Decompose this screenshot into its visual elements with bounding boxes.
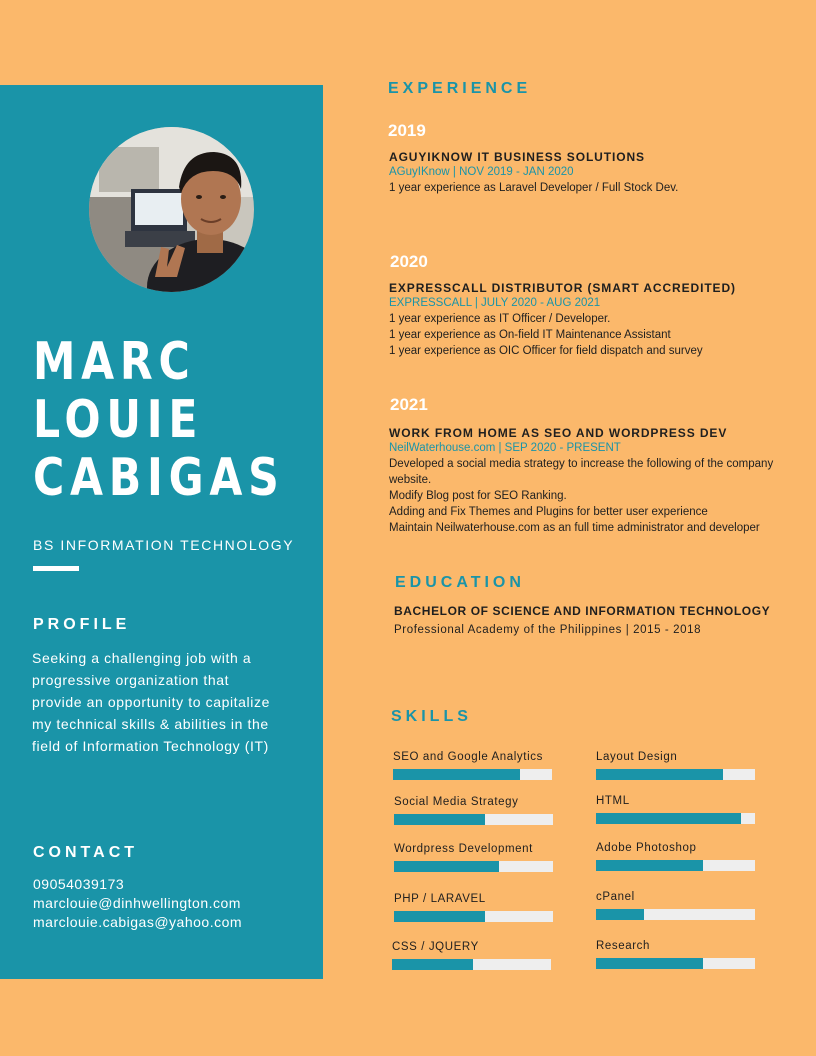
experience-year: 2021 — [390, 395, 428, 414]
skill-level — [596, 909, 644, 920]
skill-label: Research — [596, 940, 651, 952]
job-title: WORK FROM HOME AS SEO AND WORDPRESS DEV — [389, 426, 728, 440]
skill-level — [394, 911, 485, 922]
job-description: Modify Blog post for SEO Ranking. — [389, 490, 567, 502]
job-description: 1 year experience as On-field IT Mainten… — [389, 329, 671, 341]
job-title: EXPRESSCALL DISTRIBUTOR (SMART ACCREDITE… — [389, 281, 736, 295]
contact-email-work[interactable]: marclouie@dinhwellington.com — [33, 895, 241, 911]
education-heading: EDUCATION — [395, 574, 525, 591]
experience-entry: WORK FROM HOME AS SEO AND WORDPRESS DEV … — [389, 426, 809, 536]
skill-item: PHP / LARAVEL — [394, 893, 554, 922]
skill-bar — [394, 814, 553, 825]
education-entry: BACHELOR OF SCIENCE AND INFORMATION TECH… — [394, 604, 770, 636]
skill-bar — [394, 861, 553, 872]
skill-item: Layout Design — [596, 751, 756, 780]
skills-heading: SKILLS — [391, 708, 472, 725]
skill-item: CSS / JQUERY — [392, 941, 552, 970]
experience-entry: AGUYIKNOW IT BUSINESS SOLUTIONS AGuyIKno… — [389, 150, 809, 196]
divider — [33, 566, 79, 571]
skill-label: PHP / LARAVEL — [394, 893, 486, 905]
contact-email-personal[interactable]: marclouie.cabigas@yahoo.com — [33, 914, 243, 930]
skill-item: HTML — [596, 795, 756, 824]
skill-label: SEO and Google Analytics — [393, 751, 543, 763]
name-line-last: CABIGAS — [33, 448, 285, 508]
job-description: 1 year experience as OIC Officer for fie… — [389, 345, 703, 357]
skill-item: SEO and Google Analytics — [393, 751, 553, 780]
sidebar: MARC LOUIE CABIGAS BS INFORMATION TECHNO… — [0, 85, 323, 979]
job-meta: NeilWaterhouse.com | SEP 2020 - PRESENT — [389, 442, 621, 454]
skill-label: CSS / JQUERY — [392, 941, 479, 953]
skill-label: cPanel — [596, 891, 635, 903]
skill-item: Research — [596, 940, 756, 969]
skill-item: cPanel — [596, 891, 756, 920]
contact-list: 09054039173 marclouie@dinhwellington.com… — [33, 875, 242, 932]
skill-label: Wordpress Development — [394, 843, 533, 855]
degree-title: BS INFORMATION TECHNOLOGY — [33, 537, 295, 553]
skill-label: HTML — [596, 795, 630, 807]
job-description: Adding and Fix Themes and Plugins for be… — [389, 506, 708, 518]
profile-heading: PROFILE — [33, 616, 131, 633]
skill-bar — [596, 909, 755, 920]
profile-photo — [89, 127, 254, 292]
job-description: Developed a social media strategy to inc… — [389, 458, 774, 486]
skill-level — [596, 813, 741, 824]
experience-entry: EXPRESSCALL DISTRIBUTOR (SMART ACCREDITE… — [389, 281, 809, 359]
skill-bar — [393, 769, 552, 780]
skill-bar — [596, 958, 755, 969]
education-meta: Professional Academy of the Philippines … — [394, 624, 702, 636]
skill-level — [392, 959, 474, 970]
skill-label: Adobe Photoshop — [596, 842, 697, 854]
skill-label: Layout Design — [596, 751, 678, 763]
skill-item: Wordpress Development — [394, 843, 554, 872]
skill-level — [394, 861, 499, 872]
job-title: AGUYIKNOW IT BUSINESS SOLUTIONS — [389, 150, 645, 164]
job-description: 1 year experience as Laravel Developer /… — [389, 182, 679, 194]
name-line-middle: LOUIE — [33, 390, 204, 450]
skill-item: Social Media Strategy — [394, 796, 554, 825]
skill-bar — [596, 813, 755, 824]
job-description: Maintain Neilwaterhouse.com as an full t… — [389, 522, 760, 534]
skill-label: Social Media Strategy — [394, 796, 519, 808]
skill-level — [596, 860, 703, 871]
skill-item: Adobe Photoshop — [596, 842, 756, 871]
skill-bar — [596, 860, 755, 871]
skill-level — [394, 814, 485, 825]
skill-bar — [392, 959, 551, 970]
job-meta: EXPRESSCALL | JULY 2020 - AUG 2021 — [389, 297, 601, 309]
job-meta: AGuyIKnow | NOV 2019 - JAN 2020 — [389, 166, 574, 178]
contact-phone: 09054039173 — [33, 876, 125, 892]
candidate-name: MARC LOUIE CABIGAS — [33, 333, 340, 507]
skill-level — [596, 958, 703, 969]
name-line-first: MARC — [33, 332, 196, 392]
skill-bar — [596, 769, 755, 780]
profile-text: Seeking a challenging job with a progres… — [32, 650, 270, 754]
skill-level — [596, 769, 724, 780]
experience-year: 2019 — [388, 121, 426, 140]
education-degree: BACHELOR OF SCIENCE AND INFORMATION TECH… — [394, 604, 771, 618]
experience-heading: EXPERIENCE — [388, 80, 532, 97]
contact-heading: CONTACT — [33, 844, 139, 861]
skill-level — [393, 769, 521, 780]
job-description: 1 year experience as IT Officer / Develo… — [389, 313, 611, 325]
experience-year: 2020 — [390, 252, 428, 271]
skill-bar — [394, 911, 553, 922]
